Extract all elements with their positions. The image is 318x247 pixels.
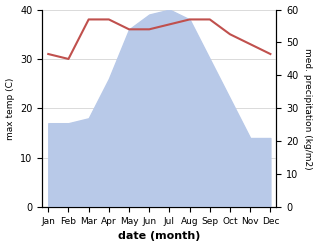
X-axis label: date (month): date (month)	[118, 231, 201, 242]
Y-axis label: max temp (C): max temp (C)	[5, 77, 15, 140]
Y-axis label: med. precipitation (kg/m2): med. precipitation (kg/m2)	[303, 48, 313, 169]
